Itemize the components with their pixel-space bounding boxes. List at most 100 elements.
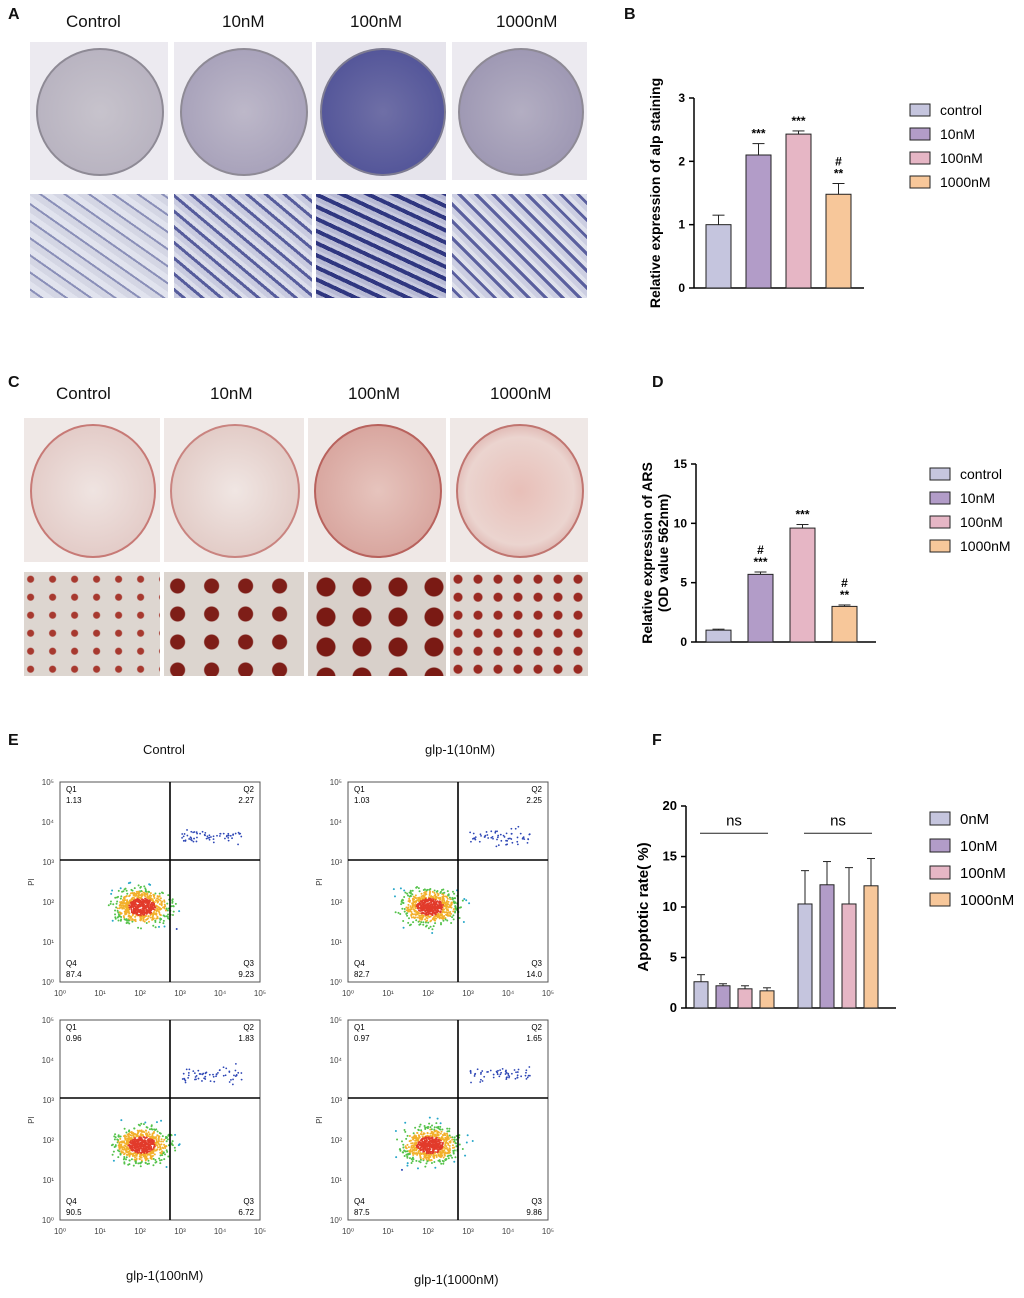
x-tick-label: 10⁵ bbox=[254, 989, 266, 998]
scatter-dot bbox=[465, 899, 468, 902]
scatter-dot bbox=[430, 909, 433, 912]
legend-label-1000nM: 1000nM bbox=[940, 174, 991, 190]
scatter-dot bbox=[441, 1136, 444, 1139]
scatter-dot bbox=[448, 904, 451, 907]
scatter-dot bbox=[174, 1149, 177, 1152]
scatter-dot bbox=[135, 903, 138, 906]
y-tick-label: 10 bbox=[674, 516, 688, 530]
scatter-dot bbox=[152, 1152, 155, 1155]
scatter-dot bbox=[436, 889, 439, 892]
scatter-dot bbox=[107, 904, 110, 907]
quadrant-q2-value: 1.83 bbox=[238, 1034, 254, 1043]
scatter-dot bbox=[526, 1076, 529, 1079]
scatter-dot bbox=[435, 896, 438, 899]
scatter-dot bbox=[449, 1141, 452, 1144]
scatter-dot bbox=[446, 1127, 449, 1130]
scatter-dot bbox=[438, 1143, 441, 1146]
scatter-dot bbox=[146, 1150, 149, 1153]
x-tick-label: 10⁵ bbox=[542, 989, 554, 998]
scatter-dot bbox=[406, 914, 409, 917]
scatter-dot bbox=[525, 1071, 527, 1074]
scatter-dot bbox=[153, 1148, 156, 1151]
scatter-dot bbox=[224, 837, 226, 840]
scatter-dot bbox=[407, 1152, 410, 1155]
scatter-dot bbox=[123, 897, 126, 900]
scatter-dot bbox=[114, 1133, 117, 1136]
scatter-dot bbox=[448, 1127, 451, 1130]
scatter-dot bbox=[155, 1121, 158, 1124]
scatter-dot bbox=[419, 1141, 422, 1144]
scatter-dot bbox=[122, 915, 125, 918]
scatter-dot bbox=[428, 1141, 431, 1144]
quadrant-q4-name: Q4 bbox=[354, 959, 365, 968]
scatter-dot bbox=[153, 897, 156, 900]
scatter-dot bbox=[128, 914, 131, 917]
scatter-dot bbox=[144, 897, 147, 900]
scatter-dot bbox=[156, 1130, 159, 1133]
scatter-dot bbox=[446, 890, 449, 893]
scatter-dot bbox=[139, 1147, 142, 1150]
ars-micrograph-10nm bbox=[164, 572, 304, 676]
scatter-dot bbox=[128, 899, 131, 902]
y-tick-label: 20 bbox=[663, 798, 677, 813]
scatter-dot bbox=[161, 1146, 164, 1149]
quadrant-q4-value: 82.7 bbox=[354, 970, 370, 979]
legend-label-10nM: 10nM bbox=[940, 126, 975, 142]
scatter-dot bbox=[210, 836, 212, 838]
y-tick-label: 10⁰ bbox=[42, 978, 54, 987]
scatter-dot bbox=[122, 1146, 125, 1149]
bar-0nM-group2 bbox=[797, 903, 813, 1009]
scatter-dot bbox=[218, 835, 221, 837]
scatter-dot bbox=[212, 841, 215, 844]
scatter-dot bbox=[419, 1155, 422, 1158]
scatter-dot bbox=[137, 1131, 140, 1134]
y-tick-label: 10⁰ bbox=[330, 978, 342, 987]
scatter-dot bbox=[409, 894, 412, 897]
scatter-dot bbox=[525, 1077, 528, 1080]
scatter-dot bbox=[192, 1070, 195, 1072]
scatter-dot bbox=[171, 900, 174, 903]
scatter-dot bbox=[150, 894, 153, 897]
scatter-dot bbox=[436, 1146, 439, 1149]
scatter-dot bbox=[140, 1142, 143, 1145]
scatter-dot bbox=[411, 905, 414, 908]
scatter-dot bbox=[156, 1148, 159, 1151]
scatter-dot bbox=[412, 1138, 415, 1141]
y-tick-label: 10³ bbox=[330, 1096, 342, 1105]
x-tick-label: 10¹ bbox=[382, 989, 394, 998]
scatter-dot bbox=[435, 906, 438, 909]
scatter-dot bbox=[501, 1067, 504, 1070]
scatter-dot bbox=[185, 1068, 188, 1071]
scatter-dot bbox=[189, 836, 192, 839]
scatter-dot bbox=[452, 914, 455, 917]
scatter-dot bbox=[147, 910, 150, 913]
scatter-dot bbox=[199, 832, 201, 835]
scatter-dot bbox=[196, 836, 198, 839]
scatter-dot bbox=[141, 1138, 144, 1141]
scatter-dot bbox=[218, 1069, 221, 1071]
scatter-dot bbox=[163, 1153, 166, 1156]
scatter-dot bbox=[404, 1130, 407, 1133]
scatter-dot bbox=[459, 906, 462, 909]
y-tick-label: 10⁵ bbox=[42, 778, 54, 787]
scatter-dot bbox=[411, 1144, 414, 1147]
scatter-dot bbox=[434, 911, 437, 914]
scatter-dot bbox=[159, 1162, 162, 1165]
alp-micrograph-control bbox=[30, 194, 168, 298]
scatter-dot bbox=[135, 907, 138, 910]
scatter-dot bbox=[188, 838, 191, 840]
scatter-dot bbox=[133, 1127, 136, 1130]
scatter-dot bbox=[469, 1070, 472, 1073]
scatter-dot bbox=[130, 1137, 133, 1140]
scatter-dot bbox=[523, 838, 526, 841]
y-axis-label-2: (OD value 562nm) bbox=[655, 494, 671, 612]
scatter-dot bbox=[453, 1136, 456, 1139]
scatter-dot bbox=[117, 1156, 120, 1159]
x-tick-label: 10² bbox=[134, 1227, 146, 1236]
quadrant-q4-value: 90.5 bbox=[66, 1208, 82, 1217]
scatter-dot bbox=[131, 920, 134, 923]
panel-a-col-10nm: 10nM bbox=[222, 12, 265, 31]
scatter-dot bbox=[415, 1159, 418, 1162]
scatter-dot bbox=[447, 1148, 450, 1151]
scatter-dot bbox=[164, 1144, 167, 1147]
